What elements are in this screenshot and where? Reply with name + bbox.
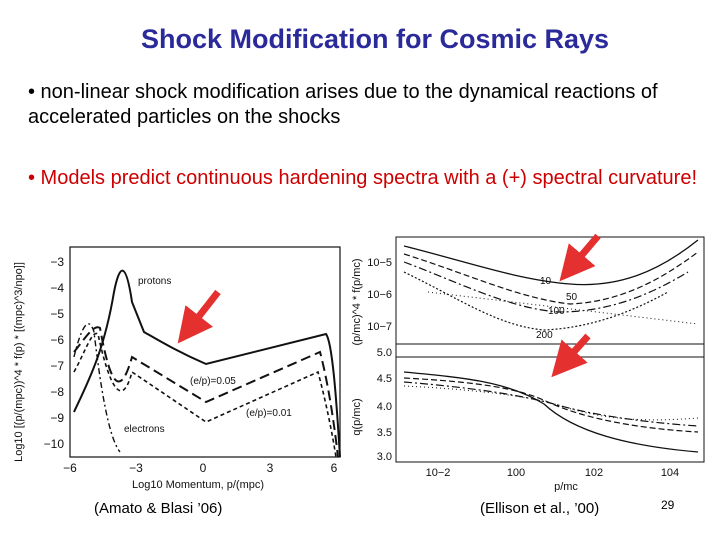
left-ytick: −8	[50, 385, 64, 399]
left-ytick: −3	[50, 255, 64, 269]
left-xtick: −6	[63, 461, 77, 475]
left-xtick: 0	[200, 461, 207, 475]
red-arrow-icon	[559, 233, 601, 282]
label-electrons: electrons	[124, 424, 165, 435]
right-xlabel: p/mc	[554, 481, 578, 492]
left-ytick: −5	[50, 307, 64, 321]
right-xtick: 102	[585, 467, 603, 479]
right-bottom-ytick: 3.0	[377, 451, 392, 463]
left-ytick: −4	[50, 281, 64, 295]
left-xtick: 6	[331, 461, 338, 475]
red-arrow-icon	[177, 289, 221, 344]
left-ytick: −7	[50, 359, 64, 373]
electron-curve-001	[73, 332, 337, 458]
bottom-curve-dashdot	[403, 381, 699, 427]
page-number: 29	[661, 498, 675, 512]
right-bottom-ytick: 4.0	[377, 401, 392, 413]
right-top-panel	[395, 236, 705, 358]
bullet-nonlinear-shock: • non-linear shock modification arises d…	[28, 81, 658, 128]
bottom-curve-solid	[403, 371, 699, 453]
proton-curve	[73, 269, 341, 458]
curve-label-10: 10	[540, 276, 552, 287]
left-ytick: −10	[44, 437, 65, 451]
electron-curve-005	[73, 326, 339, 458]
left-plot-frame	[69, 246, 341, 458]
right-bottom-ytick: 3.5	[377, 427, 392, 439]
right-top-ytick: 10−5	[367, 257, 392, 269]
right-xtick: 104	[661, 467, 679, 479]
right-bottom-ytick: 4.5	[377, 373, 392, 385]
right-top-ytick: 10−7	[367, 321, 392, 333]
right-top-y-ticks: 10−5 10−6 10−7	[367, 257, 392, 333]
right-xtick: 10−2	[426, 467, 451, 479]
right-bottom-ytick: 5.0	[377, 347, 392, 359]
electrons-curve	[73, 323, 121, 453]
bullet-hardening-spectra: • Models predict continuous hardening sp…	[28, 167, 698, 189]
left-ytick: −6	[50, 333, 64, 347]
right-x-ticks: 10−2 100 102 104	[426, 467, 680, 479]
caption-ellison: (Ellison et al., ’00)	[480, 500, 600, 517]
top-curve-200	[403, 271, 669, 331]
curve-label-100: 100	[548, 306, 565, 317]
right-xtick: 100	[507, 467, 525, 479]
left-ylabel: Log10 [(p/(mpc))^4 * f(p) * [(mpc)^3/npo…	[13, 262, 25, 462]
label-protons: protons	[138, 276, 171, 287]
red-arrow-icon	[551, 333, 591, 378]
ellison-figure: (p/mc)^4 * f(p/mc) q(p/mc) 10−5 10−6 10−…	[351, 233, 705, 492]
left-xtick: −3	[129, 461, 143, 475]
amato-blasi-figure: Log10 [(p/(mpc))^4 * f(p) * [(mpc)^3/npo…	[13, 246, 341, 491]
right-bottom-panel	[395, 343, 705, 463]
left-y-ticks: −3 −4 −5 −6 −7 −8 −9 −10	[44, 255, 65, 451]
top-curve-100	[403, 261, 689, 313]
label-ep-001: (e/p)=0.01	[246, 408, 292, 419]
bottom-curve-dotted	[403, 385, 699, 421]
left-x-ticks: −6 −3 0 3 6	[63, 461, 338, 475]
right-bottom-y-ticks: 5.0 4.5 4.0 3.5 3.0	[377, 347, 392, 463]
left-xtick: 3	[267, 461, 274, 475]
right-bottom-ylabel: q(p/mc)	[351, 398, 363, 435]
top-curve-10	[403, 239, 699, 286]
slide-title: Shock Modification for Cosmic Rays	[140, 24, 610, 54]
top-curve-50	[403, 251, 699, 305]
caption-amato-blasi: (Amato & Blasi ’06)	[94, 500, 223, 517]
left-xlabel: Log10 Momentum, p/(mpc)	[132, 479, 264, 491]
left-ytick: −9	[50, 411, 64, 425]
curve-label-200: 200	[536, 330, 553, 341]
curve-label-50: 50	[566, 292, 578, 303]
label-ep-005: (e/p)=0.05	[190, 376, 236, 387]
right-top-ytick: 10−6	[367, 289, 392, 301]
right-top-ylabel: (p/mc)^4 * f(p/mc)	[351, 258, 363, 345]
